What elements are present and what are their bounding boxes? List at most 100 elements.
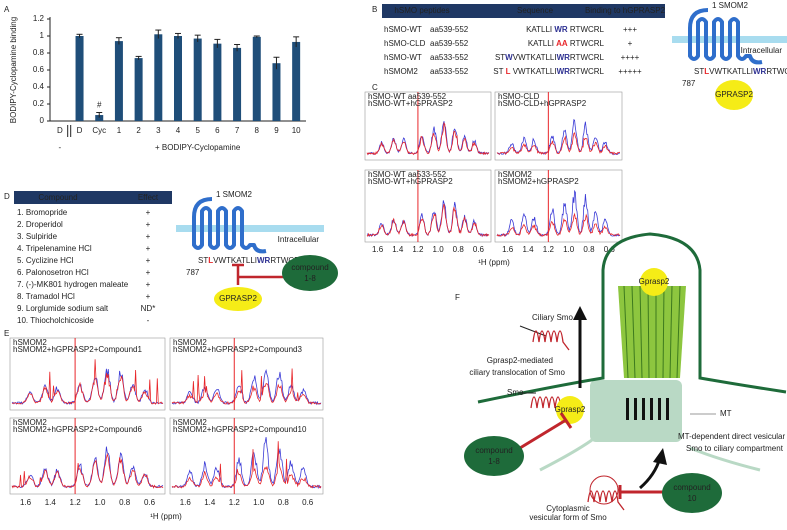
peptide: hSMO-WT <box>384 25 422 34</box>
diagram-label: vesicular form of Smo <box>529 513 607 522</box>
spectrum-trace <box>496 132 620 156</box>
sequence-part: AA <box>556 39 568 48</box>
compound-label: 1-8 <box>304 274 316 283</box>
group-label: + BODIPY-Cyclopamine <box>155 143 241 152</box>
legend-entry: hSMOM2+hGPRASP2 <box>498 177 579 186</box>
spectrum-trace <box>11 452 164 489</box>
receptor <box>688 8 763 65</box>
basal-tubule <box>666 398 669 420</box>
x-tick-label: 1.0 <box>563 245 575 254</box>
peptide-range: aa539-552 <box>430 39 469 48</box>
bar <box>213 43 222 121</box>
x-tick-label: 1.2 <box>543 245 555 254</box>
y-axis-label: BODIPY-Cyclopamine binding <box>9 17 18 123</box>
compound-effect: + <box>146 268 151 277</box>
plasma-membrane <box>539 438 593 472</box>
residue-label: 787 <box>682 79 696 88</box>
x-tick-label: 1.6 <box>20 498 32 507</box>
cilium-membrane <box>477 232 787 404</box>
table-header-text: Binding to hGPRASP2 <box>585 6 666 15</box>
x-tick-label: 1.6 <box>502 245 514 254</box>
y-tick-label: 1 <box>40 31 45 40</box>
y-tick-label: 0.4 <box>33 82 45 91</box>
sequence: STLVWTKATLLIWRRTWCRL <box>694 67 787 76</box>
sequence: KATLLI WR RTWCRL <box>526 25 604 34</box>
partner-protein <box>214 287 262 311</box>
bar <box>75 36 84 121</box>
legend-entry: hSMO-WT+hGPRASP2 <box>368 99 453 108</box>
panel-letter: A <box>4 5 10 14</box>
arrow-head <box>573 306 587 320</box>
panel-letter: B <box>372 5 377 14</box>
sequence-part: WR <box>557 53 571 62</box>
legend-entry: hSMOM2 <box>13 338 47 347</box>
membrane-label: Intracellular <box>278 235 320 244</box>
partner-protein <box>715 80 753 110</box>
sequence-part: ST <box>198 256 208 265</box>
microtubule <box>647 285 650 379</box>
legend-entry: hSMOM2+hGPRASP2+Compound3 <box>173 345 303 354</box>
panel-letter: F <box>455 293 460 302</box>
x-tick-label: 1.6 <box>180 498 192 507</box>
legend-entry: hSMOM2 <box>498 170 532 179</box>
spectrum-trace <box>496 212 621 237</box>
diagram-title: 1 SMOM2 <box>216 190 253 199</box>
bar <box>193 38 202 121</box>
compound-label: compound <box>673 483 710 492</box>
basal-tubule <box>658 398 661 420</box>
x-tick-label: 8 <box>255 126 260 135</box>
binding: +++ <box>623 25 637 34</box>
spectrum-trace <box>171 441 322 489</box>
peptide: hSMO-CLD <box>384 39 426 48</box>
residue-label: 787 <box>186 268 200 277</box>
sequence-part: RTWCRL <box>766 67 787 76</box>
compound-name: 9. Lorglumide sodium salt <box>17 304 109 313</box>
y-tick-label: 0.2 <box>33 99 45 108</box>
diagram-label: ciliary translocation of Smo <box>469 368 565 377</box>
microtubule <box>639 285 643 379</box>
x-tick-label: 1.2 <box>70 498 82 507</box>
y-tick-label: 0 <box>40 116 45 125</box>
smo-pointer <box>519 325 547 337</box>
y-tick-label: 1.2 <box>33 14 45 23</box>
compound-name: 3. Sulpiride <box>17 232 58 241</box>
sequence-part: VWTKATLLI <box>709 67 753 76</box>
bar <box>272 63 281 121</box>
x-tick-label: 0.8 <box>119 498 131 507</box>
spectrum-frame <box>364 169 492 243</box>
membrane-label: Intracellular <box>741 46 783 55</box>
diagram-label: MT <box>720 409 732 418</box>
x-tick-label: 1.0 <box>253 498 265 507</box>
sequence-part: RTWCRL <box>570 53 605 62</box>
legend-entry: hSMO-WT+hGPRASP2 <box>368 177 453 186</box>
compound-name: 2. Droperidol <box>17 220 63 229</box>
bar <box>154 34 163 121</box>
bar <box>114 41 123 121</box>
sequence-part: L <box>208 256 213 265</box>
diagram-label: Cytoplasmic <box>546 504 590 513</box>
x-tick-label: 5 <box>195 126 200 135</box>
sequence: ST L VWTKATLLIWRRTWCRL <box>493 67 604 76</box>
receptor <box>192 197 267 254</box>
annotation: # <box>97 101 102 110</box>
table-header-text: Effect <box>138 193 159 202</box>
compound-effect: + <box>146 244 151 253</box>
vesicle <box>589 475 619 505</box>
x-tick-label: 1.4 <box>204 498 216 507</box>
arrow-head <box>653 448 667 465</box>
sequence: KATLLI AA RTWCRL <box>528 39 605 48</box>
partner-label: GPRASP2 <box>715 90 753 99</box>
microtubule <box>623 285 629 379</box>
bar <box>134 58 143 121</box>
x-tick-label: 2 <box>136 126 141 135</box>
spectrum-trace <box>366 204 490 238</box>
sequence-part: W <box>505 53 513 62</box>
x-tick-label: 1.2 <box>229 498 241 507</box>
sequence-part: RTWCRL <box>570 67 605 76</box>
compound-effect: + <box>146 256 151 265</box>
legend-entry: hSMOM2+hGPRASP2+Compound1 <box>13 345 143 354</box>
binding: ++++ <box>621 53 640 62</box>
x-tick-label: 0.8 <box>583 245 595 254</box>
compound-name: 10. Thiocholchicoside <box>17 316 94 325</box>
